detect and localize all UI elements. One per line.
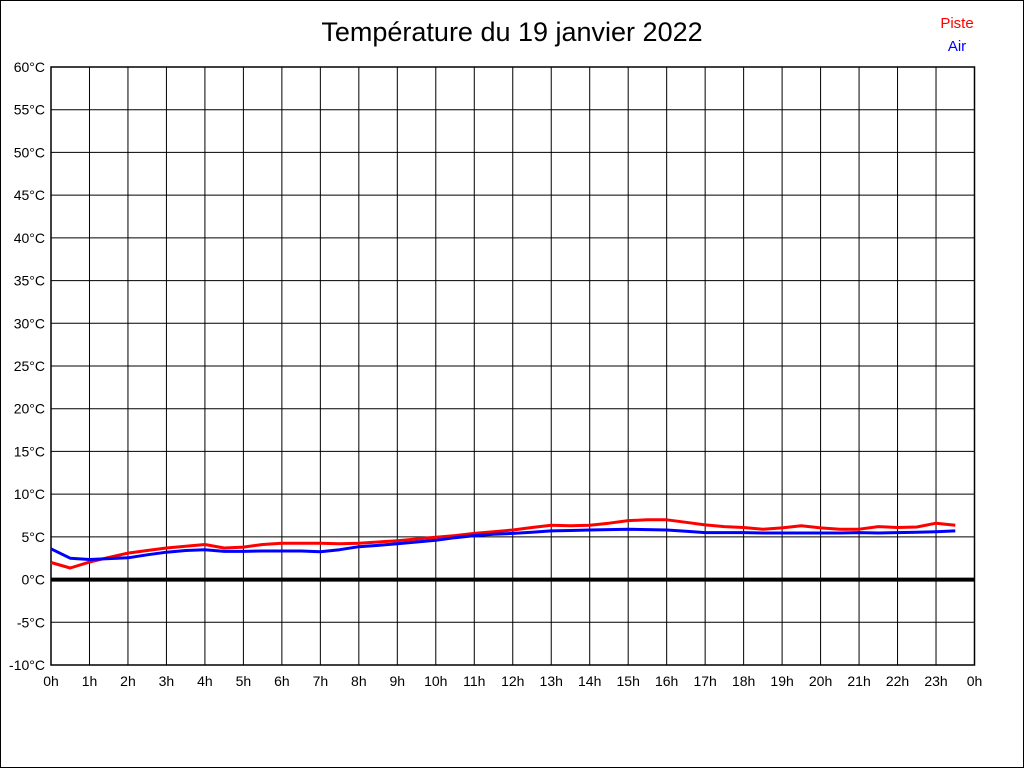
y-tick-label: 15°C [14,443,45,459]
x-tick-label: 21h [847,673,870,689]
x-tick-label: 10h [424,673,447,689]
chart-legend: Piste Air [919,12,995,58]
series-line-air [50,527,956,561]
y-tick-label: 40°C [14,230,45,246]
x-tick-label: 6h [274,673,290,689]
y-tick-label: -5°C [17,614,45,630]
x-tick-label: 8h [351,673,367,689]
y-tick-label: 60°C [14,59,45,75]
x-tick-label: 18h [732,673,755,689]
y-tick-label: -10°C [9,657,45,673]
x-tick-label: 16h [655,673,678,689]
y-tick-label: 45°C [14,187,45,203]
x-tick-label: 9h [390,673,406,689]
x-tick-label: 2h [120,673,136,689]
plot-border [50,66,976,666]
x-tick-label: 22h [886,673,909,689]
x-tick-label: 11h [463,673,485,689]
x-tick-label: 4h [197,673,213,689]
chart-title: Température du 19 janvier 2022 [321,17,703,47]
x-tick-label: 7h [313,673,329,689]
x-tick-label: 0h [43,673,59,689]
y-tick-label: 0°C [22,572,46,588]
x-tick-label: 3h [159,673,175,689]
y-tick-label: 10°C [14,486,45,502]
x-tick-label: 19h [770,673,793,689]
x-tick-label: 12h [501,673,524,689]
x-tick-label: 23h [924,673,947,689]
y-tick-label: 55°C [14,102,45,118]
x-tick-label: 17h [693,673,716,689]
x-tick-label: 20h [809,673,832,689]
x-tick-label: 13h [540,673,563,689]
x-tick-label: 15h [617,673,640,689]
x-tick-label: 5h [236,673,252,689]
x-tick-label: 1h [82,673,98,689]
y-tick-label: 25°C [14,358,45,374]
x-tick-label: 14h [578,673,601,689]
y-tick-label: 35°C [14,273,45,289]
series-line-piste [50,518,956,570]
x-tick-label: 0h [967,673,983,689]
y-tick-label: 20°C [14,401,45,417]
y-tick-label: 30°C [14,315,45,331]
legend-item-air: Air [947,38,967,55]
legend-item-piste: Piste [940,15,974,32]
y-tick-label: 50°C [14,144,45,160]
y-tick-label: 5°C [22,529,46,545]
